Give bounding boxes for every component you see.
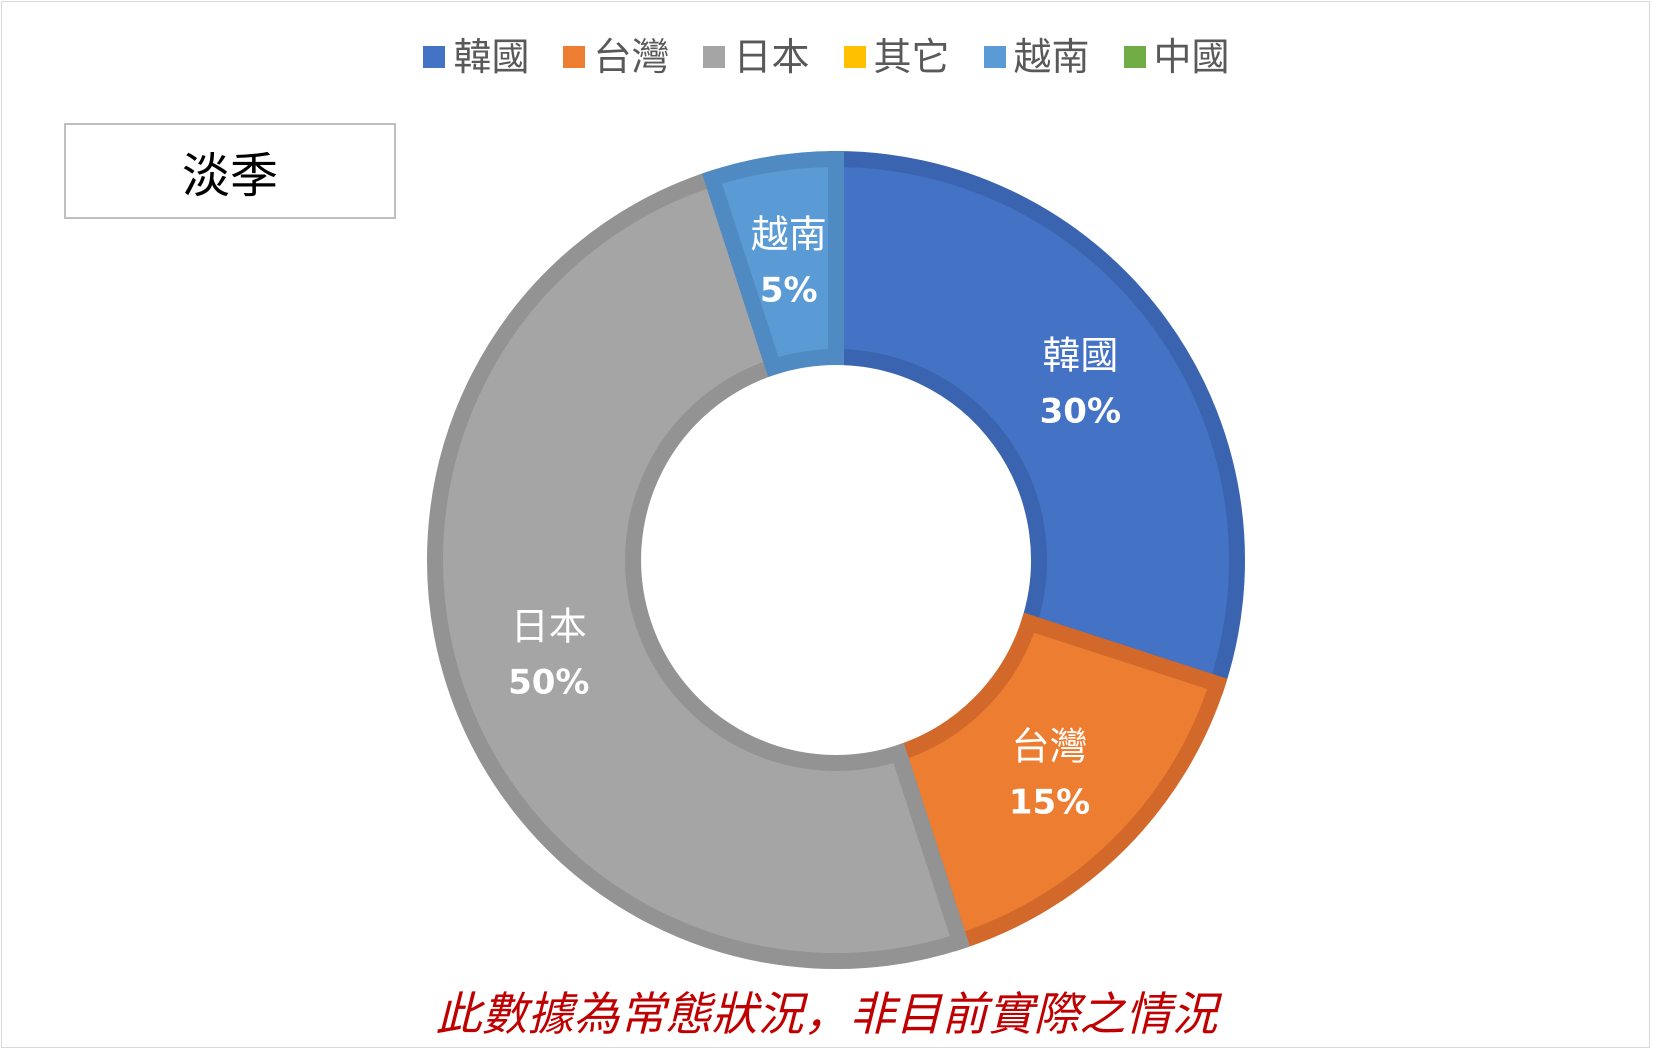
slice-percent-label: 50% (508, 662, 589, 702)
legend-label: 越南 (1013, 35, 1090, 79)
donut-slice (888, 612, 1228, 952)
legend-label: 台灣 (593, 35, 670, 79)
slice-category-label: 越南 (751, 213, 827, 257)
legend-swatch (703, 46, 726, 68)
slice-percent-label: 15% (1009, 783, 1090, 823)
legend-item: 其它 (843, 35, 950, 79)
legend-swatch (983, 46, 1006, 68)
legend-item: 台灣 (563, 38, 669, 76)
donut-slice (828, 150, 1245, 694)
chart-legend: 韓國 台灣 日本 其它 越南 中國 (0, 38, 1653, 76)
legend-label: 其它 (873, 35, 950, 79)
slice-percent-label: 30% (1040, 391, 1121, 431)
legend-label: 韓國 (453, 35, 530, 79)
legend-label: 中國 (1153, 35, 1230, 79)
legend-item: 日本 (703, 35, 810, 79)
legend-swatch (563, 46, 586, 68)
slice-category-label: 日本 (511, 604, 587, 648)
legend-item: 韓國 (423, 38, 529, 76)
season-label-box: 淡季 (64, 123, 396, 219)
legend-item: 中國 (1123, 35, 1230, 79)
slice-category-label: 韓國 (1042, 333, 1118, 377)
legend-label: 日本 (733, 35, 810, 79)
donut-slice (427, 168, 971, 969)
footnote: 此數據為常態狀況，非目前實際之情況 (435, 987, 1218, 1041)
legend-swatch (423, 46, 446, 68)
slice-category-label: 台灣 (1012, 725, 1088, 769)
legend-item: 越南 (983, 35, 1090, 79)
legend-swatch (1123, 46, 1146, 68)
donut-slice (702, 150, 844, 378)
slice-percent-label: 5% (760, 271, 818, 311)
legend-swatch (843, 46, 866, 68)
season-label: 淡季 (181, 148, 278, 204)
